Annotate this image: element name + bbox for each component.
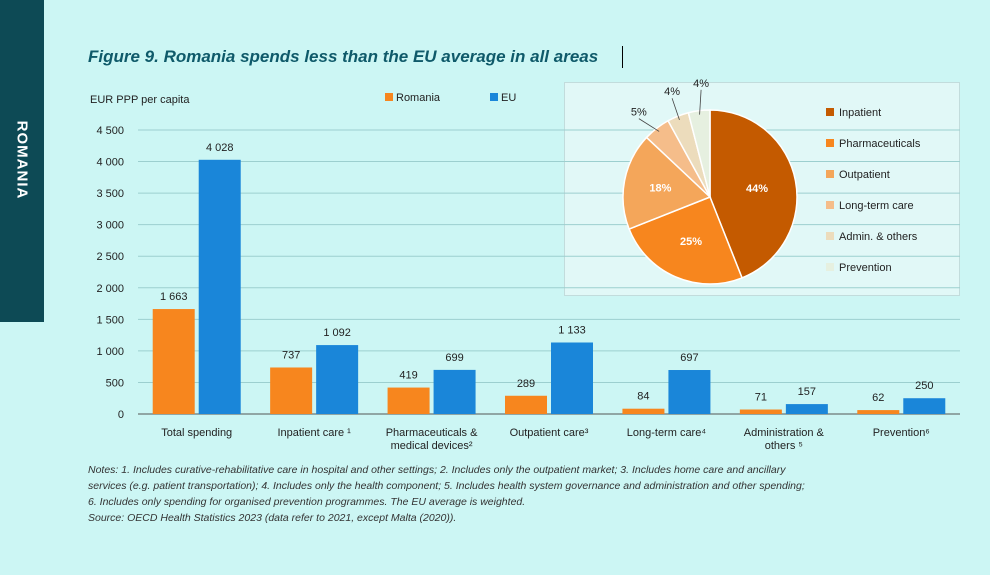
pie-slice xyxy=(628,196,744,285)
y-tick-label: 4 000 xyxy=(96,157,124,169)
notes: Notes: 1. Includes curative-rehabilitati… xyxy=(88,462,968,526)
pie-label: 25% xyxy=(680,236,702,248)
pie-legend-swatch xyxy=(826,170,834,178)
pie-slice xyxy=(709,109,798,279)
bar-romania xyxy=(857,410,900,414)
y-axis-label: EUR PPP per capita xyxy=(90,94,190,106)
x-tick-label: Prevention⁶ xyxy=(873,427,930,439)
pie-legend-swatch xyxy=(826,232,834,240)
x-tick-label: medical devices² xyxy=(391,440,473,452)
data-label: 84 xyxy=(637,391,649,403)
pie-legend-swatch xyxy=(826,108,834,116)
legend-swatch-romania xyxy=(385,93,393,101)
data-label: 1 663 xyxy=(160,291,188,303)
bar-eu xyxy=(551,342,593,414)
y-tick-label: 2 000 xyxy=(96,283,124,295)
bar-romania xyxy=(739,409,782,414)
side-tab: ROMANIA xyxy=(0,0,44,322)
y-tick-label: 3 500 xyxy=(96,188,124,200)
y-tick-label: 2 500 xyxy=(96,251,124,263)
pie-label: 4% xyxy=(664,86,680,98)
pie-legend-label: Long-term care xyxy=(839,200,914,212)
x-tick-label: Inpatient care ¹ xyxy=(277,427,351,439)
pie-legend-label: Outpatient xyxy=(839,169,890,181)
notes-line: services (e.g. patient transportation); … xyxy=(88,480,805,492)
pie-legend-swatch xyxy=(826,263,834,271)
y-tick-label: 3 000 xyxy=(96,220,124,232)
data-label: 157 xyxy=(798,386,816,398)
bar-romania xyxy=(270,367,313,414)
bar-romania xyxy=(152,309,195,414)
data-label: 419 xyxy=(399,370,417,382)
pie-legend-label: Admin. & others xyxy=(839,231,918,243)
pie-slice xyxy=(687,109,711,198)
pie-leader-line xyxy=(699,89,702,115)
pie-legend-label: Pharmaceuticals xyxy=(839,138,921,150)
bar-eu xyxy=(903,398,946,414)
data-label: 737 xyxy=(282,349,300,361)
data-label: 697 xyxy=(680,352,698,364)
pie-legend-label: Prevention xyxy=(839,262,892,274)
notes-line: Notes: 1. Includes curative-rehabilitati… xyxy=(88,464,786,476)
legend-swatch-eu xyxy=(490,93,498,101)
y-tick-label: 0 xyxy=(118,409,124,421)
data-label: 250 xyxy=(915,380,933,392)
bar-eu xyxy=(785,404,828,414)
data-label: 699 xyxy=(445,352,463,364)
figure-title: Figure 9. Romania spends less than the E… xyxy=(88,47,599,66)
pie-legend-swatch xyxy=(826,139,834,147)
legend-label-eu: EU xyxy=(501,92,516,104)
pie-legend-label: Inpatient xyxy=(839,107,881,119)
x-tick-label: Pharmaceuticals & xyxy=(386,427,478,439)
data-label: 1 092 xyxy=(323,327,351,339)
y-tick-label: 1 500 xyxy=(96,314,124,326)
bar-eu xyxy=(316,345,359,414)
pie-leader-line xyxy=(671,98,680,120)
data-label: 71 xyxy=(755,392,767,404)
bar-eu xyxy=(198,159,241,414)
notes-line: 6. Includes only spending for organised … xyxy=(88,496,526,508)
pie-slice xyxy=(622,136,712,231)
bar-eu xyxy=(668,370,711,414)
x-tick-label: others ⁵ xyxy=(765,440,803,452)
x-tick-label: Administration & xyxy=(744,427,825,439)
x-tick-label: Total spending xyxy=(161,427,232,439)
bar-romania xyxy=(505,395,547,414)
data-label: 4 028 xyxy=(206,142,234,154)
pie-label: 5% xyxy=(631,107,647,119)
source-line: Source: OECD Health Statistics 2023 (dat… xyxy=(88,512,457,524)
data-label: 289 xyxy=(517,378,535,390)
bar-romania xyxy=(387,387,430,414)
legend-label-romania: Romania xyxy=(396,92,441,104)
pie-legend-swatch xyxy=(826,201,834,209)
y-tick-label: 4 500 xyxy=(96,125,124,137)
y-tick-label: 500 xyxy=(106,377,124,389)
x-tick-label: Outpatient care³ xyxy=(510,427,589,439)
text-cursor xyxy=(622,46,623,68)
x-tick-label: Long-term care⁴ xyxy=(627,427,707,439)
pie-label: 18% xyxy=(649,183,671,195)
data-label: 1 133 xyxy=(558,324,586,336)
pie-label: 4% xyxy=(693,78,709,90)
bar-eu xyxy=(433,369,476,414)
data-label: 62 xyxy=(872,392,884,404)
y-tick-label: 1 000 xyxy=(96,346,124,358)
pie-leader-line xyxy=(638,118,660,132)
bar-romania xyxy=(622,408,665,414)
pie-label: 44% xyxy=(746,183,768,195)
